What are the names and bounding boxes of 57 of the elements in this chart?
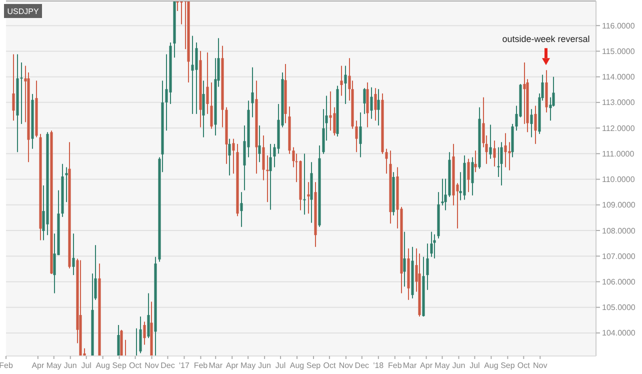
y-tick-label: 111.0000: [602, 149, 635, 158]
candlestick: [191, 36, 194, 114]
x-tick-label: Apr: [226, 361, 239, 370]
x-tick-label: Sep: [306, 361, 322, 370]
x-tick-label: Jul: [470, 361, 480, 370]
x-tick-label: '18: [373, 361, 384, 370]
x-tick-label: Dec: [160, 361, 175, 370]
x-tick-label: Feb: [388, 361, 402, 370]
x-tick-label: Jun: [64, 361, 77, 370]
y-tick-label: 104.0000: [602, 328, 636, 338]
candlestick: [303, 154, 306, 215]
x-tick-label: Oct: [517, 361, 531, 370]
y-tick-label: 116.0000: [602, 21, 636, 30]
x-tick-label: Dec: [354, 361, 370, 370]
x-tick-label: May: [46, 361, 62, 370]
y-tick-label: 110.0000: [602, 175, 636, 184]
y-tick-label: 113.0000: [602, 98, 636, 108]
y-tick-label: 112.0000: [602, 124, 636, 133]
y-tick-label: 109.0000: [602, 200, 636, 210]
x-tick-label: Apr: [420, 361, 433, 370]
x-tick-label: Jul: [81, 361, 92, 370]
x-tick-label: Aug: [290, 361, 304, 370]
x-tick-label: Feb: [194, 361, 208, 370]
candlestick: [329, 91, 332, 131]
x-tick-label: Nov: [338, 361, 354, 370]
candlestick: [65, 167, 68, 202]
x-tick-label: Aug: [484, 361, 498, 370]
y-tick-label: 106.0000: [602, 278, 636, 287]
x-tick-label: Jun: [452, 361, 466, 370]
x-tick-label: Nov: [144, 361, 159, 370]
x-tick-label: Jul: [275, 361, 286, 370]
x-tick-label: May: [240, 361, 256, 370]
x-tick-label: Sep: [500, 361, 516, 370]
x-tick-label: Oct: [129, 361, 142, 370]
x-tick-label: Sep: [112, 361, 127, 370]
candlestick: [307, 182, 310, 214]
x-tick-label: Apr: [32, 361, 44, 370]
x-tick-label: Jun: [258, 361, 272, 370]
x-tick-label: Mar: [402, 361, 418, 370]
candlestick: [508, 142, 511, 170]
x-tick-label: Nov: [533, 361, 548, 370]
x-tick-label: Oct: [323, 361, 336, 370]
x-tick-label: Aug: [96, 361, 110, 370]
y-tick-label: 105.0000: [602, 303, 636, 312]
annotation: outside-week reversal: [502, 34, 590, 44]
y-tick-label: 114.0000: [602, 72, 636, 82]
x-tick-label: '17: [179, 361, 190, 370]
y-tick-label: 115.0000: [602, 47, 636, 56]
candlestick: [20, 62, 23, 124]
x-tick-label: Mar: [208, 361, 223, 370]
x-tick-label: May: [434, 361, 450, 370]
y-tick-label: 108.0000: [602, 226, 636, 236]
x-tick-label: Feb: [0, 361, 14, 370]
candlestick: [523, 62, 526, 124]
y-tick-label: 107.0000: [602, 252, 636, 261]
text: USDJPY: [7, 7, 40, 16]
candlestick: [266, 155, 269, 202]
